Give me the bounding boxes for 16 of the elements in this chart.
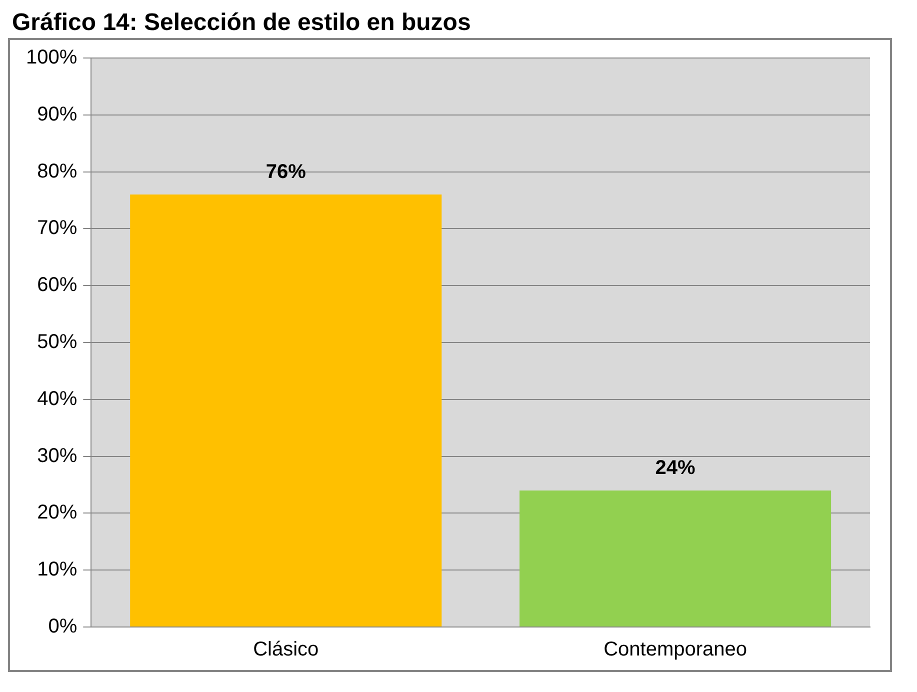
y-tick-label: 90%	[37, 103, 78, 126]
x-tick-label: Contemporaneo	[604, 638, 748, 661]
data-label: 76%	[266, 161, 306, 184]
y-tick-label: 40%	[37, 388, 78, 410]
y-tick-label: 10%	[37, 558, 78, 581]
y-tick-label: 70%	[37, 217, 78, 240]
y-tick-label: 0%	[48, 616, 78, 638]
data-label: 24%	[655, 456, 696, 479]
x-tick-label: Clásico	[253, 638, 319, 661]
y-tick-label: 60%	[37, 274, 78, 296]
y-tick-label: 50%	[37, 331, 78, 354]
y-tick-label: 80%	[37, 160, 78, 182]
y-tick-label: 20%	[37, 502, 78, 524]
y-tick-label: 100%	[26, 46, 78, 69]
y-tick-label: 30%	[37, 444, 78, 467]
chart-title: Gráfico 14: Selección de estilo en buzos	[11, 8, 472, 38]
